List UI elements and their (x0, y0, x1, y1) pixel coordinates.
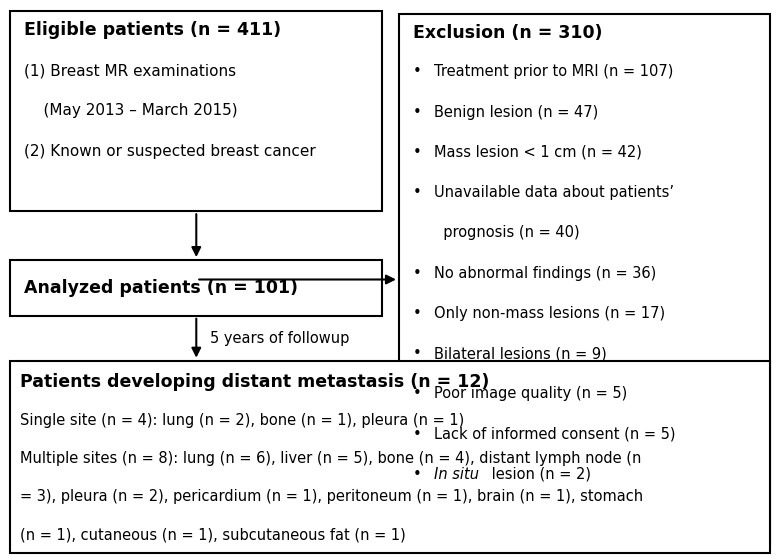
Bar (10, 361, 770, 553)
Text: Mass lesion < 1 cm (n = 42): Mass lesion < 1 cm (n = 42) (434, 145, 642, 160)
Text: Exclusion (n = 310): Exclusion (n = 310) (413, 24, 602, 42)
Bar (10, 260, 382, 316)
Text: •: • (413, 386, 421, 401)
Text: prognosis (n = 40): prognosis (n = 40) (434, 225, 579, 240)
Text: 5 years of followup: 5 years of followup (210, 331, 349, 345)
Text: (n = 1), cutaneous (n = 1), subcutaneous fat (n = 1): (n = 1), cutaneous (n = 1), subcutaneous… (20, 527, 405, 542)
Text: •: • (413, 427, 421, 442)
Text: •: • (413, 306, 421, 321)
Text: Bilateral lesions (n = 9): Bilateral lesions (n = 9) (434, 346, 607, 361)
Text: •: • (413, 105, 421, 120)
Text: •: • (413, 145, 421, 160)
Text: Benign lesion (n = 47): Benign lesion (n = 47) (434, 105, 598, 120)
Bar (10, 11, 382, 211)
Text: Patients developing distant metastasis (n = 12): Patients developing distant metastasis (… (20, 373, 489, 391)
Text: In situ: In situ (434, 467, 479, 482)
Text: Poor image quality (n = 5): Poor image quality (n = 5) (434, 386, 627, 401)
Text: No abnormal findings (n = 36): No abnormal findings (n = 36) (434, 266, 656, 281)
Text: (May 2013 – March 2015): (May 2013 – March 2015) (24, 103, 238, 119)
Text: •: • (413, 185, 421, 200)
Bar (399, 14, 770, 545)
Text: Multiple sites (n = 8): lung (n = 6), liver (n = 5), bone (n = 4), distant lymph: Multiple sites (n = 8): lung (n = 6), li… (20, 451, 641, 466)
Text: •: • (413, 346, 421, 361)
Text: •: • (413, 266, 421, 281)
Text: Only non-mass lesions (n = 17): Only non-mass lesions (n = 17) (434, 306, 665, 321)
Text: lesion (n = 2): lesion (n = 2) (487, 467, 591, 482)
Text: •: • (413, 64, 421, 79)
Text: Single site (n = 4): lung (n = 2), bone (n = 1), pleura (n = 1): Single site (n = 4): lung (n = 2), bone … (20, 413, 464, 428)
Text: = 3), pleura (n = 2), pericardium (n = 1), peritoneum (n = 1), brain (n = 1), st: = 3), pleura (n = 2), pericardium (n = 1… (20, 489, 643, 504)
Text: Analyzed patients (n = 101): Analyzed patients (n = 101) (24, 279, 298, 297)
Text: (1) Breast MR examinations: (1) Breast MR examinations (24, 63, 236, 78)
Text: (2) Known or suspected breast cancer: (2) Known or suspected breast cancer (24, 144, 316, 159)
Text: Eligible patients (n = 411): Eligible patients (n = 411) (24, 21, 282, 39)
Text: •: • (413, 467, 421, 482)
Text: Unavailable data about patients’: Unavailable data about patients’ (434, 185, 674, 200)
Text: Treatment prior to MRI (n = 107): Treatment prior to MRI (n = 107) (434, 64, 673, 79)
Text: Lack of informed consent (n = 5): Lack of informed consent (n = 5) (434, 427, 676, 442)
